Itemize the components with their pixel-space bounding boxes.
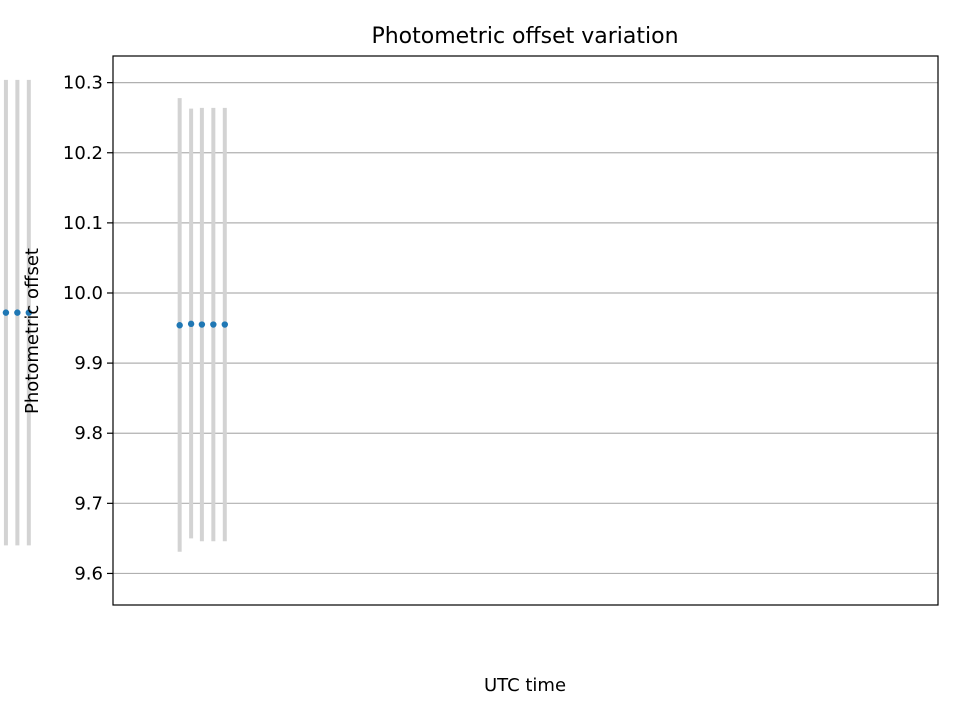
y-axis-label: Photometric offset bbox=[22, 248, 43, 414]
data-point bbox=[2, 309, 10, 316]
x-axis-label: UTC time bbox=[484, 675, 566, 696]
y-tick-label: 9.6 bbox=[74, 563, 103, 584]
y-tick-label: 9.8 bbox=[74, 423, 103, 444]
y-tick-label: 9.7 bbox=[74, 493, 103, 514]
y-tick-label: 10.3 bbox=[63, 73, 103, 94]
chart-title: Photometric offset variation bbox=[371, 24, 678, 49]
data-point bbox=[221, 321, 228, 328]
data-point bbox=[14, 309, 21, 316]
plot-frame bbox=[112, 55, 939, 606]
data-point bbox=[187, 320, 195, 328]
data-point bbox=[176, 322, 183, 329]
grid-lines bbox=[113, 82, 938, 575]
y-axis-ticks: 9.6 9.7 9.8 9.9 10.0 10.1 10.2 10.3 bbox=[63, 73, 113, 584]
data-point bbox=[210, 321, 217, 328]
y-tick-label: 10.0 bbox=[63, 283, 103, 304]
y-tick-label: 10.1 bbox=[63, 213, 103, 234]
y-tick-label: 10.2 bbox=[63, 143, 103, 164]
data-point bbox=[198, 321, 206, 328]
data-point bbox=[25, 309, 33, 316]
data-points bbox=[2, 309, 228, 329]
y-tick-label: 9.9 bbox=[74, 353, 103, 374]
